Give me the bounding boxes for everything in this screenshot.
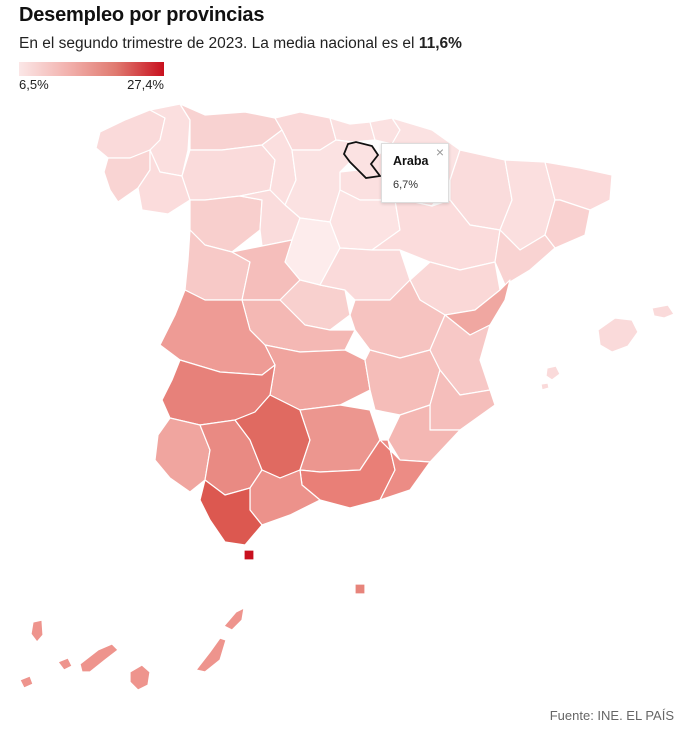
legend-gradient-bar [19, 62, 164, 76]
island-la-gomera[interactable] [57, 657, 73, 671]
island-menorca[interactable] [651, 304, 675, 319]
close-icon[interactable]: × [435, 144, 444, 160]
island-formentera[interactable] [540, 382, 550, 391]
island-el-hierro[interactable] [19, 675, 34, 689]
province-tooltip: × Araba 6,7% [381, 143, 449, 203]
island-la-palma[interactable] [30, 619, 44, 643]
legend-max-label: 27,4% [127, 77, 164, 92]
tooltip-province-value: 6,7% [393, 179, 419, 191]
island-mallorca[interactable] [597, 317, 639, 353]
source-credit: Fuente: INE. EL PAÍS [549, 708, 674, 723]
province-almeria[interactable] [379, 439, 431, 501]
subtitle-text: En el segundo trimestre de 2023. La medi… [19, 35, 419, 52]
island-lanzarote[interactable] [223, 607, 245, 631]
island-tenerife[interactable] [79, 643, 119, 673]
province-cadiz[interactable] [199, 479, 263, 546]
island-ibiza[interactable] [545, 365, 561, 381]
province-murcia[interactable] [387, 404, 461, 463]
legend-min-label: 6,5% [19, 77, 49, 92]
selected-province-outline [342, 141, 382, 179]
tooltip-province-name: Araba [393, 154, 429, 168]
island-provinces [19, 304, 675, 691]
national-average-value: 11,6% [418, 35, 462, 52]
province-bizkaia[interactable] [329, 117, 376, 143]
map-subtitle: En el segundo trimestre de 2023. La medi… [19, 35, 462, 53]
region-ceuta[interactable] [243, 549, 255, 561]
map-title: Desempleo por provincias [19, 4, 265, 26]
color-legend: 6,5% 27,4% [19, 62, 164, 92]
province-tarragona[interactable] [494, 229, 556, 286]
mainland-provinces [95, 103, 613, 546]
island-fuerteventura[interactable] [195, 637, 227, 673]
region-melilla[interactable] [354, 583, 366, 595]
province-ourense[interactable] [137, 149, 191, 215]
island-gran-canaria[interactable] [129, 664, 151, 691]
